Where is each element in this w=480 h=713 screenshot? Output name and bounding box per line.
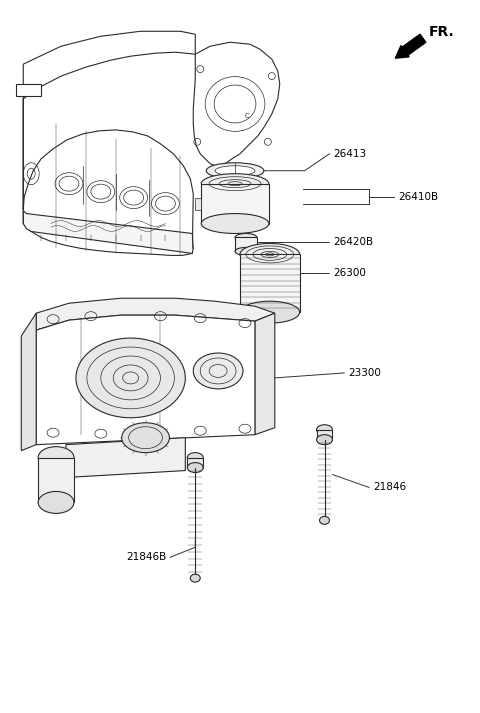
- Polygon shape: [16, 84, 41, 96]
- Polygon shape: [36, 298, 275, 330]
- Polygon shape: [66, 438, 185, 478]
- Bar: [187, 458, 203, 468]
- Polygon shape: [23, 31, 195, 99]
- Ellipse shape: [187, 463, 203, 473]
- Ellipse shape: [38, 491, 74, 513]
- Text: 21846: 21846: [373, 483, 407, 493]
- Ellipse shape: [122, 423, 169, 453]
- Text: 23300: 23300: [348, 368, 381, 378]
- Ellipse shape: [193, 353, 243, 389]
- Text: 26413: 26413: [334, 149, 367, 159]
- Bar: [240, 255, 300, 312]
- FancyArrow shape: [396, 34, 426, 58]
- Ellipse shape: [201, 174, 269, 194]
- Ellipse shape: [320, 516, 329, 524]
- Text: 26410B: 26410B: [398, 192, 438, 202]
- Ellipse shape: [190, 574, 200, 582]
- Ellipse shape: [76, 338, 185, 418]
- Ellipse shape: [201, 214, 269, 233]
- Polygon shape: [23, 210, 193, 253]
- Text: 26300: 26300: [334, 268, 366, 278]
- Bar: [316, 430, 333, 440]
- Ellipse shape: [206, 163, 264, 179]
- Polygon shape: [193, 42, 280, 165]
- Ellipse shape: [38, 446, 74, 468]
- Text: 26420B: 26420B: [334, 237, 373, 247]
- Bar: [38, 458, 74, 503]
- Bar: [235, 237, 257, 252]
- Bar: [201, 184, 269, 223]
- Polygon shape: [195, 198, 201, 210]
- Ellipse shape: [215, 165, 255, 175]
- Ellipse shape: [316, 435, 333, 445]
- Ellipse shape: [235, 247, 257, 255]
- Ellipse shape: [240, 243, 300, 265]
- Text: C: C: [245, 113, 249, 119]
- Ellipse shape: [240, 301, 300, 323]
- Polygon shape: [36, 315, 255, 445]
- Text: 21846B: 21846B: [126, 552, 167, 563]
- Polygon shape: [21, 313, 36, 451]
- Ellipse shape: [316, 425, 333, 435]
- Ellipse shape: [187, 453, 203, 463]
- Text: FR.: FR.: [429, 25, 455, 39]
- Ellipse shape: [235, 233, 257, 242]
- Polygon shape: [23, 99, 193, 255]
- Polygon shape: [255, 313, 275, 435]
